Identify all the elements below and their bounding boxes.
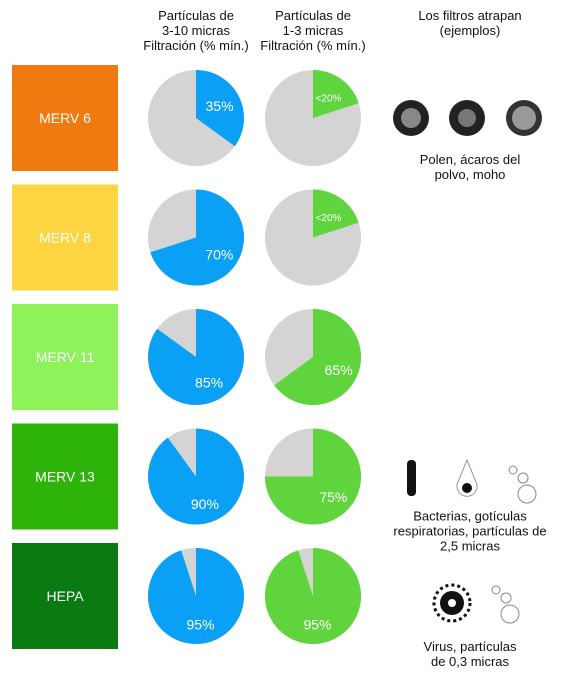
pie-label: 90%	[191, 496, 219, 512]
header-text: Filtración (% mín.)	[260, 38, 365, 53]
header-text: 3-10 micras	[162, 23, 230, 38]
pie-label: 75%	[319, 489, 347, 505]
pie-label: <20%	[316, 94, 342, 105]
examples-text: Bacterias, gotículas	[413, 509, 527, 524]
filter-name: MERV 8	[39, 230, 91, 246]
filter-name: HEPA	[46, 588, 84, 604]
examples-text: Polen, ácaros del	[420, 152, 521, 167]
filter-name: MERV 13	[35, 469, 95, 485]
pie-label: 35%	[206, 98, 234, 114]
infographic: Partículas de3-10 micrasFiltración (% mí…	[0, 0, 577, 670]
header-text: 1-3 micras	[283, 23, 344, 38]
examples-text: 2,5 micras	[440, 539, 500, 554]
pie-label: 70%	[205, 246, 233, 262]
pie-label: 95%	[186, 616, 214, 632]
header-text: (ejemplos)	[440, 23, 501, 38]
examples-text: de 0,3 micras	[431, 654, 510, 669]
pie-label: 85%	[195, 375, 223, 391]
header-text: Partículas de	[158, 8, 234, 23]
filter-name: MERV 6	[39, 110, 91, 126]
filter-name: MERV 11	[36, 349, 95, 365]
pie-label: 95%	[303, 616, 331, 632]
examples-text: respiratorias, partículas de	[393, 524, 546, 539]
header-text: Filtración (% mín.)	[143, 38, 248, 53]
header-text: Partículas de	[275, 8, 351, 23]
examples-text: polvo, moho	[435, 167, 506, 182]
pie-label: 65%	[325, 362, 353, 378]
header-text: Los filtros atrapan	[418, 8, 521, 23]
examples-text: Virus, partículas	[424, 639, 517, 654]
pie-label: <20%	[316, 213, 342, 224]
